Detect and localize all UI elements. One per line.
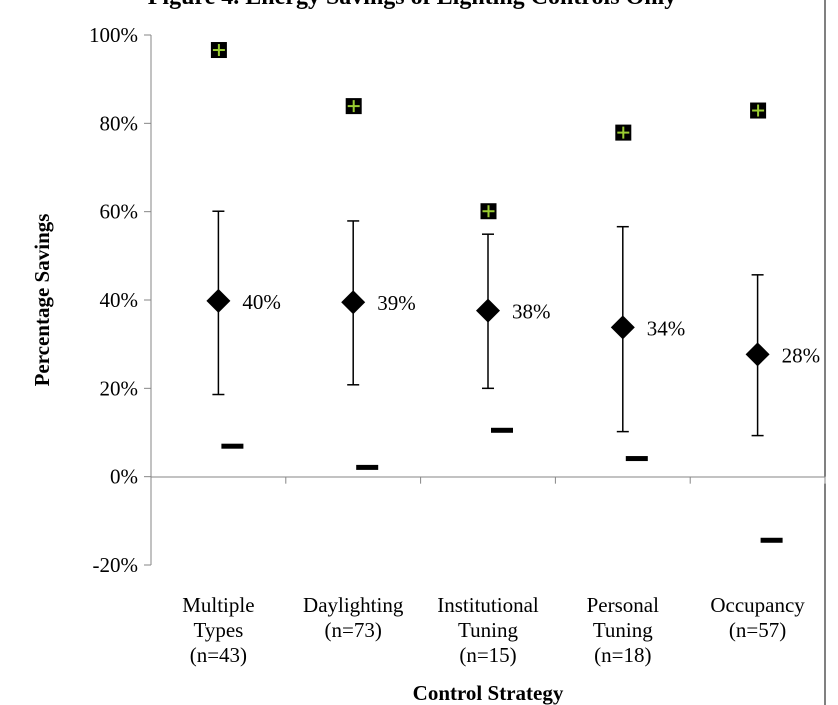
category-label-line: Institutional bbox=[437, 593, 539, 617]
category-label-line: (n=18) bbox=[594, 643, 651, 667]
data-label: 39% bbox=[377, 291, 416, 315]
x-axis-title: Control Strategy bbox=[413, 681, 564, 705]
mean-marker bbox=[745, 342, 770, 367]
category-label: Personal Tuning (n=18) bbox=[587, 593, 659, 667]
category-label: Institutional Tuning (n=15) bbox=[437, 593, 539, 667]
category-label-line: Types bbox=[193, 618, 243, 642]
y-tick-label: 60% bbox=[100, 200, 139, 224]
max-marker bbox=[210, 42, 227, 59]
data-label: 38% bbox=[512, 300, 551, 324]
mean-marker bbox=[610, 315, 635, 340]
category-label-line: (n=15) bbox=[459, 643, 516, 667]
category-label: Occupancy (n=57) bbox=[710, 593, 805, 642]
x-ticks bbox=[150, 476, 826, 484]
min-marker bbox=[356, 464, 379, 470]
y-tick-label: 100% bbox=[89, 23, 138, 47]
y-ticks: -20% 0% 20% 40% 60% 80% 100% bbox=[89, 23, 151, 577]
max-marker bbox=[345, 98, 362, 115]
data-label: 34% bbox=[647, 316, 686, 340]
y-tick-label: 40% bbox=[100, 288, 139, 312]
category-label: Daylighting (n=73) bbox=[303, 593, 404, 642]
y-tick-label: 80% bbox=[100, 111, 139, 135]
min-marker bbox=[221, 443, 244, 449]
category-label-line: Personal bbox=[587, 593, 659, 617]
mean-marker bbox=[341, 290, 366, 315]
category-label-line: (n=57) bbox=[729, 618, 786, 642]
y-axis-title: Percentage Savings bbox=[30, 214, 54, 387]
category-label-line: Tuning bbox=[593, 618, 653, 642]
category-label-line: (n=73) bbox=[325, 618, 382, 642]
data-label: 28% bbox=[782, 343, 821, 367]
y-tick-label: -20% bbox=[93, 553, 139, 577]
chart-title: Figure 4. Energy Savings of Lighting Con… bbox=[148, 0, 677, 10]
data-label: 40% bbox=[242, 290, 281, 314]
min-markers bbox=[221, 427, 783, 543]
category-label-line: Occupancy bbox=[710, 593, 805, 617]
max-marker bbox=[480, 203, 497, 220]
data-labels: 40% 39% 38% 34% 28% bbox=[242, 290, 820, 367]
min-marker bbox=[625, 456, 648, 462]
category-label-line: Multiple bbox=[182, 593, 254, 617]
category-label: Multiple Types (n=43) bbox=[182, 593, 254, 667]
max-marker bbox=[615, 124, 632, 141]
category-label-line: Tuning bbox=[458, 618, 518, 642]
mean-marker bbox=[476, 298, 500, 323]
max-markers bbox=[210, 42, 767, 220]
category-label-line: Daylighting bbox=[303, 593, 404, 617]
category-labels: Multiple Types (n=43) Daylighting (n=73) Inst… bbox=[182, 593, 805, 667]
category-label-line: (n=43) bbox=[190, 643, 247, 667]
max-marker bbox=[750, 102, 767, 119]
y-tick-label: 20% bbox=[100, 376, 139, 400]
min-marker bbox=[491, 427, 513, 433]
mean-markers bbox=[206, 288, 770, 367]
min-marker bbox=[760, 537, 783, 543]
mean-marker bbox=[206, 288, 231, 313]
y-tick-label: 0% bbox=[110, 465, 138, 489]
